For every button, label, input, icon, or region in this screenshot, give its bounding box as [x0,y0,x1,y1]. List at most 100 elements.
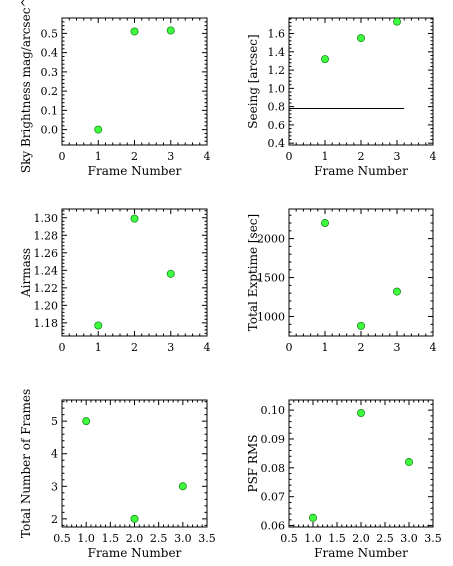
x-tick-label: 4 [430,341,437,354]
y-tick-label: 1.20 [34,299,59,312]
y-tick-label: 0.4 [268,137,286,150]
data-point [392,287,401,296]
y-axis-label-airmass: Airmass [19,248,33,298]
x-tick-label: 3 [167,341,174,354]
y-tick-label: 0.06 [261,520,286,533]
y-axis-label-psf-rms: PSF RMS [246,435,260,493]
y-tick-label: 1000 [257,311,285,324]
data-point [166,269,175,278]
x-tick-label: 1.0 [304,532,322,545]
y-tick-label: 0.4 [41,47,59,60]
y-axis-label-seeing-arcsec: Seeing [arcsec] [246,34,260,128]
x-tick-label: 2.0 [352,532,370,545]
panel-total-frames: 0.5 1.0 1.5 2.0 2.5 3.0 3.5 2 3 4 5 Frame Number Tot… [19,389,216,560]
y-axis-label-sky-brightness-mag-arcsec-2: Sky Brightness mag/arcsec^2 [19,0,33,173]
data-point [392,17,401,26]
x-tick-label: 1 [322,341,329,354]
x-tick-label: 0 [59,341,66,354]
y-tick-label: 0.6 [268,119,286,132]
y-tick-label: 0.0 [41,124,59,137]
x-tick-label: 2 [131,150,138,163]
y-tick-label: 0.09 [261,433,286,446]
y-tick-label: 4 [51,448,58,461]
data-point [94,125,103,134]
x-tick-label: 4 [204,150,211,163]
x-tick-label: 4 [204,341,211,354]
x-tick-label: 2.5 [150,532,168,545]
y-tick-label: 1.24 [34,264,59,277]
y-axis-label-total-exptime-sec: Total Exptime [sec] [246,214,260,331]
data-point [94,321,103,330]
x-tick-label: 3 [394,341,401,354]
data-point [356,34,365,43]
data-point [320,55,329,64]
data-point [130,27,139,36]
x-tick-label: 2.0 [126,532,144,545]
data-point [130,514,139,523]
x-tick-label: 0.5 [280,532,298,545]
x-tick-label: 3 [167,150,174,163]
panel-airmass: 0 1 2 3 4 1.18 1.20 1.22 1.24 1.26 1.28 1.30 Airmass [19,208,211,354]
y-tick-label: 1.30 [34,212,59,225]
x-tick-label: 3.0 [400,532,418,545]
x-tick-label: 1 [95,341,102,354]
data-point [178,482,187,491]
y-tick-label: 5 [51,415,58,428]
y-tick-label: 1500 [257,272,285,285]
x-axis-label: Frame Number [314,546,408,560]
y-tick-label: 0.5 [41,27,59,40]
panel-seeing: 0 1 2 3 4 0.4 0.6 0.8 1.0 1.2 1.4 1.6 Frame Number Se… [246,17,437,178]
y-tick-label: 0.1 [41,104,59,117]
data-point [356,321,365,330]
x-tick-label: 0 [59,150,66,163]
data-point [308,513,317,522]
x-tick-label: 4 [430,150,437,163]
x-tick-label: 3 [394,150,401,163]
y-tick-label: 0.3 [41,66,59,79]
y-tick-label: 0.10 [261,404,286,417]
y-tick-label: 3 [51,480,58,493]
y-axis-label-total-number-of-frames: Total Number of Frames [19,389,33,538]
y-tick-label: 0.2 [41,85,59,98]
x-tick-label: 0.5 [53,532,71,545]
y-tick-label: 1.22 [34,282,59,295]
panel-psf-rms: 0.5 1.0 1.5 2.0 2.5 3.0 3.5 0.06 0.07 0.08 0.09 0.1… [246,399,442,560]
y-tick-label: 0.08 [261,462,286,475]
y-tick-label: 1.28 [34,229,59,242]
y-tick-label: 1.6 [268,28,286,41]
x-axis-label: Frame Number [88,164,182,178]
panel-sky-brightness: 0 1 2 3 4 0.0 0.1 0.2 0.3 0.4 0.5 Frame Number Sky B… [19,0,211,178]
x-tick-label: 0 [286,150,293,163]
x-tick-label: 1 [322,150,329,163]
data-point [404,458,413,467]
x-axis-label: Frame Number [314,164,408,178]
x-tick-label: 2.5 [376,532,394,545]
data-point [320,219,329,228]
x-tick-label: 0 [286,341,293,354]
x-tick-label: 3.5 [424,532,442,545]
x-tick-label: 2 [358,150,365,163]
data-point [82,417,91,426]
x-tick-label: 1.5 [328,532,346,545]
y-tick-label: 1.18 [34,317,59,330]
x-tick-label: 2 [131,341,138,354]
y-tick-label: 1.26 [34,247,59,260]
y-tick-label: 2000 [257,233,285,246]
x-tick-label: 1.5 [102,532,120,545]
y-tick-label: 0.8 [268,101,286,114]
x-tick-label: 3.5 [198,532,216,545]
x-tick-label: 1.0 [77,532,95,545]
x-tick-label: 2 [358,341,365,354]
data-point [166,26,175,35]
data-point [130,214,139,223]
x-tick-label: 1 [95,150,102,163]
y-tick-label: 1.4 [268,46,286,59]
y-tick-label: 1.2 [268,64,286,77]
y-tick-label: 2 [51,513,58,526]
y-tick-label: 1.0 [268,82,286,95]
data-point [356,408,365,417]
y-tick-label: 0.07 [261,491,286,504]
